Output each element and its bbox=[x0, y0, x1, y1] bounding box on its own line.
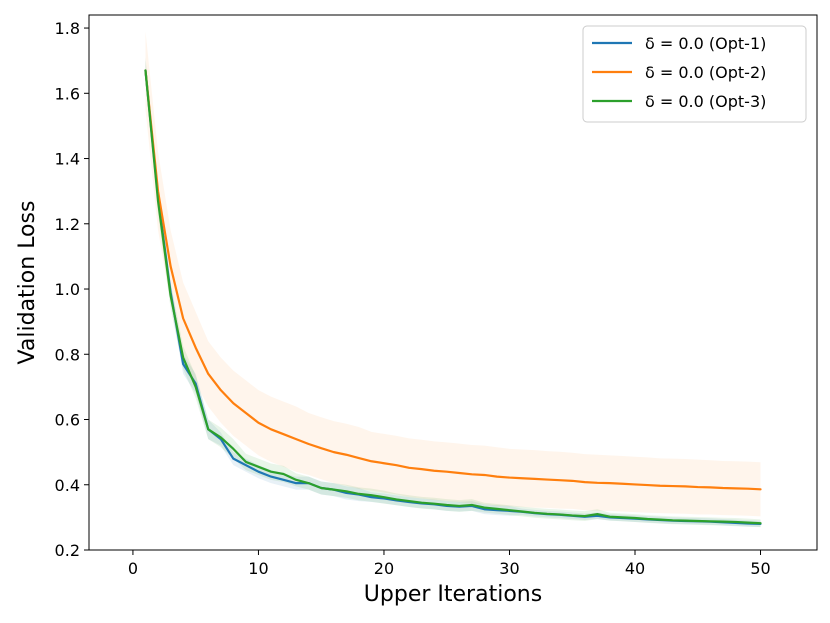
series-lines bbox=[144, 69, 762, 526]
x-tick-label: 0 bbox=[128, 559, 138, 578]
x-axis-label: Upper Iterations bbox=[364, 582, 542, 607]
y-tick-label: 1.2 bbox=[55, 215, 80, 234]
plot-frame bbox=[88, 14, 818, 551]
band-series-2 bbox=[145, 31, 761, 517]
x-axis: 0 10 20 30 40 50 bbox=[128, 550, 771, 578]
line-series-3 bbox=[144, 69, 762, 525]
x-tick-label: 50 bbox=[750, 559, 770, 578]
x-tick-label: 20 bbox=[374, 559, 394, 578]
legend-box bbox=[582, 25, 807, 123]
y-tick-label: 1.4 bbox=[55, 150, 80, 169]
legend-label-series-2: δ = 0.0 (Opt-2) bbox=[645, 63, 766, 82]
y-tick-label: 0.8 bbox=[55, 345, 80, 364]
legend-label-series-1: δ = 0.0 (Opt-1) bbox=[645, 34, 766, 53]
legend-label-series-3: δ = 0.0 (Opt-3) bbox=[645, 92, 766, 111]
y-tick-label: 0.2 bbox=[55, 541, 80, 560]
y-tick-label: 1.8 bbox=[55, 19, 80, 38]
x-tick-label: 40 bbox=[625, 559, 645, 578]
legend: δ = 0.0 (Opt-1) δ = 0.0 (Opt-2) δ = 0.0 (O… bbox=[582, 25, 807, 123]
y-tick-label: 1.6 bbox=[55, 84, 80, 103]
line-series-2 bbox=[144, 69, 762, 491]
y-tick-label: 0.4 bbox=[55, 476, 80, 495]
x-tick-label: 10 bbox=[248, 559, 268, 578]
x-tick-label: 30 bbox=[499, 559, 519, 578]
confidence-bands bbox=[145, 31, 761, 528]
y-axis-label: Validation Loss bbox=[15, 201, 40, 365]
y-tick-label: 0.6 bbox=[55, 411, 80, 430]
y-tick-label: 1.0 bbox=[55, 280, 80, 299]
y-axis: 0.2 0.4 0.6 0.8 1.0 1.2 1.4 1.6 1.8 bbox=[55, 19, 89, 560]
